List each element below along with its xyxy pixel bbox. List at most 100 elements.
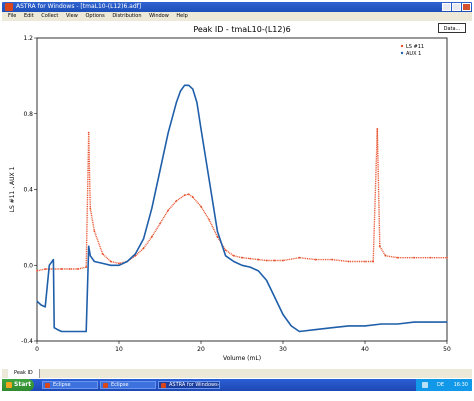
menu-window[interactable]: Window bbox=[149, 13, 169, 19]
aux1-point bbox=[233, 260, 235, 263]
aux1-point bbox=[184, 84, 186, 86]
astra-icon bbox=[161, 383, 166, 388]
aux1-point bbox=[282, 313, 284, 316]
ls11-point bbox=[376, 128, 379, 130]
taskbar-item-label: ASTRA for Windows- bbox=[169, 382, 220, 388]
aux1-point bbox=[175, 101, 177, 103]
aux1-point bbox=[397, 323, 399, 325]
ls11-point bbox=[347, 260, 350, 263]
ls11-point bbox=[118, 262, 120, 265]
window-titlebar[interactable]: ASTRA for Windows - [tmaL10-(L12)6.adf] bbox=[2, 2, 472, 12]
plot-frame bbox=[36, 37, 448, 342]
aux1-point bbox=[298, 330, 300, 333]
aux1-point bbox=[93, 260, 95, 263]
legend-label: AUX 1 bbox=[406, 51, 421, 57]
menu-options[interactable]: Options bbox=[85, 13, 105, 19]
ls11-point bbox=[109, 260, 112, 263]
taskbar-item-eclipse-2[interactable]: Eclipse bbox=[100, 381, 156, 389]
aux1-point bbox=[110, 264, 112, 266]
ls11-point bbox=[396, 256, 399, 259]
x-axis-label: Volume (mL) bbox=[223, 355, 261, 362]
aux1-point bbox=[88, 245, 90, 247]
taskbar: Start Eclipse Eclipse ASTRA for Windows-… bbox=[2, 379, 472, 391]
peak-id-chart: Peak ID - tmaL10-(L12)6 0 10 20 30 40 50 -0.4 0.… bbox=[9, 25, 451, 362]
ls11-point bbox=[429, 256, 432, 259]
aux1-point bbox=[241, 264, 243, 266]
menu-file[interactable]: File bbox=[8, 13, 17, 19]
menu-distribution[interactable]: Distribution bbox=[112, 13, 142, 19]
aux1-point bbox=[257, 270, 259, 272]
ls11-point bbox=[257, 258, 260, 261]
aux1-point bbox=[192, 88, 194, 90]
aux1-point bbox=[143, 238, 145, 240]
x-tick-label: 20 bbox=[197, 346, 205, 353]
ls11-point bbox=[282, 259, 284, 262]
ls11-point bbox=[265, 259, 268, 262]
aux1-point bbox=[102, 262, 104, 264]
ls11-point bbox=[187, 193, 190, 196]
tray-icon[interactable] bbox=[422, 382, 428, 388]
menu-help[interactable]: Help bbox=[176, 13, 188, 19]
aux1-point bbox=[380, 323, 382, 325]
ls11-point bbox=[175, 199, 178, 202]
ls11-point bbox=[93, 230, 96, 233]
aux1-point bbox=[85, 330, 87, 333]
y-tick-label: 0.4 bbox=[23, 187, 33, 194]
y-tick-label: 1.2 bbox=[23, 35, 33, 42]
ls11-point bbox=[208, 218, 211, 221]
ls11-point bbox=[60, 268, 63, 270]
ls11-point bbox=[298, 256, 301, 259]
aux1-point bbox=[167, 132, 169, 134]
status-bar: Peak ID bbox=[2, 369, 472, 378]
x-tick-label: 30 bbox=[279, 346, 287, 353]
aux1-point bbox=[159, 169, 161, 172]
taskbar-item-astra[interactable]: ASTRA for Windows- bbox=[158, 381, 220, 389]
aux1-point bbox=[188, 84, 190, 86]
taskbar-item-eclipse-1[interactable]: Eclipse bbox=[42, 381, 98, 389]
menu-collect[interactable]: Collect bbox=[41, 13, 59, 19]
ls11-point bbox=[101, 252, 104, 255]
chart-window: Peak ID - tmaL10-(L12)6 0 10 20 30 40 50 -0.4 0.… bbox=[2, 21, 472, 371]
windows-logo-icon bbox=[6, 381, 12, 388]
ls11-point bbox=[44, 268, 47, 270]
legend-marker bbox=[400, 44, 404, 48]
legend-marker bbox=[400, 51, 404, 55]
window-title: ASTRA for Windows - [tmaL10-(L12)6.adf] bbox=[16, 3, 142, 10]
maximize-button[interactable] bbox=[452, 3, 461, 11]
ls11-point bbox=[200, 205, 202, 208]
ls11-point bbox=[167, 209, 170, 212]
ls11-point bbox=[183, 194, 186, 197]
aux1-point bbox=[216, 230, 218, 232]
aux1-point bbox=[179, 90, 182, 92]
aux1-point bbox=[200, 128, 202, 130]
x-tick-label: 40 bbox=[361, 346, 369, 353]
clock: 16:30 bbox=[453, 382, 468, 388]
aux1-point bbox=[315, 329, 317, 331]
minimize-button[interactable] bbox=[442, 3, 451, 11]
taskbar-item-label: Eclipse bbox=[111, 382, 129, 388]
aux1-point bbox=[290, 325, 292, 327]
aux1-point bbox=[364, 325, 366, 327]
start-button[interactable]: Start bbox=[2, 379, 34, 391]
aux1-point bbox=[69, 330, 71, 333]
aux1-point bbox=[44, 306, 46, 308]
ls11-point bbox=[364, 260, 366, 263]
ls11-point bbox=[87, 131, 90, 134]
menu-edit[interactable]: Edit bbox=[23, 13, 34, 19]
y-tick-label: -0.4 bbox=[21, 338, 33, 345]
aux1-point bbox=[40, 304, 42, 306]
aux1-point bbox=[53, 327, 55, 329]
data-button[interactable]: Data... bbox=[438, 23, 466, 33]
close-button[interactable] bbox=[462, 3, 471, 11]
tab-peak-id[interactable]: Peak ID bbox=[8, 369, 40, 378]
ls11-point bbox=[413, 256, 416, 259]
ls11-point bbox=[191, 196, 194, 198]
menu-bar: File Edit Collect View Options Distribut… bbox=[2, 12, 472, 21]
menu-view[interactable]: View bbox=[65, 13, 78, 19]
aux1-point bbox=[266, 279, 268, 281]
series-aux1-line bbox=[36, 84, 447, 333]
chart-title: Peak ID - tmaL10-(L12)6 bbox=[193, 25, 290, 34]
aux1-point bbox=[56, 329, 59, 331]
eclipse-icon bbox=[103, 383, 108, 388]
